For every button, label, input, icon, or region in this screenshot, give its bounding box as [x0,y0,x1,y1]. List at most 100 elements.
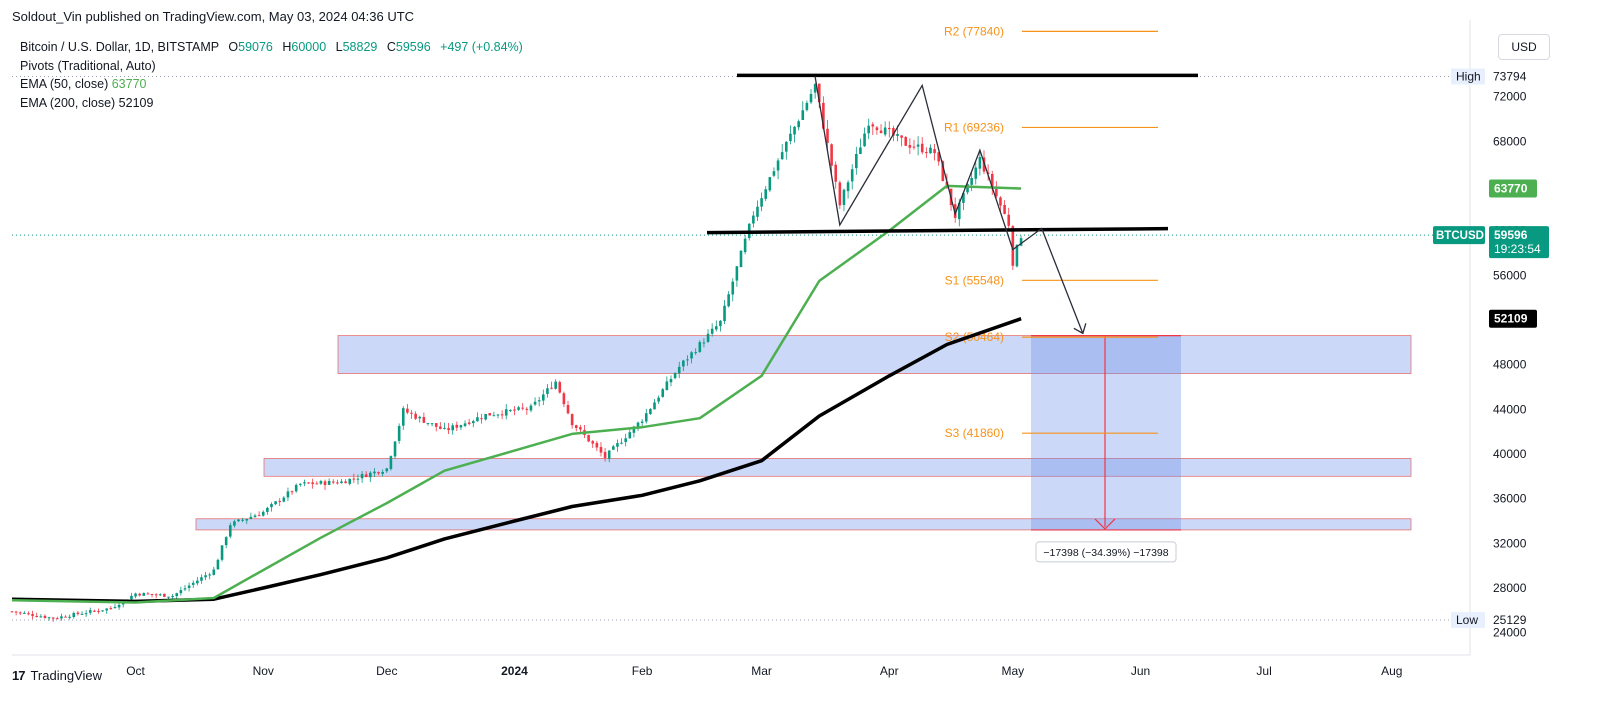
low-label-box [1451,612,1485,629]
x-tick-label: Mar [751,664,772,678]
candle-body [216,559,220,570]
currency-button[interactable]: USD [1498,34,1550,60]
high-label-box [1451,68,1485,85]
candle-body [739,250,743,268]
candle-body [356,478,360,480]
candle-body [18,612,22,614]
candle-body [364,474,368,478]
candle-body [352,478,356,480]
candle-body [105,608,109,611]
btcusd-price-tag-countdown: 19:23:54 [1494,242,1541,256]
candle-body [484,413,487,420]
candle-body [698,342,702,352]
candle-body [607,450,611,459]
symbol-tag-box [1433,226,1485,245]
candle-body [463,423,467,426]
candle-body [566,404,570,414]
ema200-label: EMA (200, close) [20,95,116,110]
candle-body [756,206,759,217]
candle-body [817,83,821,103]
candle-body [278,500,282,502]
candle-body [270,504,273,508]
pivot-label: S1 (55548) [945,273,1004,287]
ema50-price-tag-value: 63770 [1494,182,1528,196]
candle-body [319,481,323,484]
candle-body [731,281,735,295]
candle-body [360,474,364,479]
pattern-path [814,76,1084,334]
x-tick-label: Nov [253,664,274,678]
candle-body [455,424,459,428]
x-tick-label: Apr [880,664,899,678]
ema50-indicator[interactable]: EMA (50, close) 63770 [20,75,523,94]
y-tick-label: 44000 [1493,402,1527,416]
candle-body [513,409,516,411]
candle-body [591,441,595,444]
candle-body [47,617,51,619]
candle-body [925,152,928,154]
candle-body [154,594,158,596]
pivots-indicator-label[interactable]: Pivots (Traditional, Auto) [20,58,156,73]
candle-body [809,93,813,103]
candle-body [554,381,557,389]
candle-body [175,593,179,597]
candle-body [414,413,417,419]
candle-body [999,197,1002,206]
candle-body [35,615,39,617]
y-tick-label: 48000 [1493,358,1527,372]
candle-body [657,397,660,402]
candle-body [311,482,314,485]
candle-body [220,545,224,560]
x-tick-label: 2024 [501,664,528,678]
candle-body [480,418,483,420]
candle-body [233,521,236,526]
candle-body [327,480,331,485]
candle-body [253,515,257,518]
candle-body [204,575,207,578]
candle-body [348,478,352,484]
y-tick-label: 24000 [1493,626,1527,640]
x-tick-label: Jul [1256,664,1271,678]
candle-body [266,507,269,512]
support-zone [337,335,1412,374]
ohlc-open: O59076 [228,40,273,54]
high-marker-value: 73794 [1493,70,1527,84]
candle-body [871,124,875,127]
candle-body [764,189,768,199]
footer-brand[interactable]: 17 TradingView [12,668,102,683]
candle-body [212,569,216,575]
candle-body [146,593,150,595]
candle-body [113,606,117,608]
candle-body [471,421,475,424]
candle-body [418,416,422,419]
candle-body [290,491,294,493]
candle-body [31,614,34,616]
candle-body [727,294,730,307]
candle-body [509,410,512,412]
y-tick-label: 72000 [1493,90,1527,104]
candle-body [686,359,689,361]
measure-arrowhead [1094,518,1116,530]
pivot-label: R1 (69236) [944,120,1004,134]
candle-body [822,102,825,129]
candle-body [97,610,100,612]
candle-body [669,379,673,383]
candle-body [710,328,714,334]
candle-body [1019,238,1023,246]
footer-brand-label: TradingView [30,668,103,683]
candle-body [434,423,438,427]
candle-body [574,425,578,429]
candle-body [875,127,879,131]
candle-body [640,421,644,423]
symbol-row[interactable]: Bitcoin / U.S. Dollar, 1D, BITSTAMP O590… [20,38,523,57]
candle-body [150,593,154,595]
candle-body [299,483,302,485]
candle-body [93,610,96,612]
candle-body [838,182,842,206]
candle-body [344,481,347,484]
candle-body [805,102,809,111]
y-tick-label: 40000 [1493,447,1527,461]
ema200-indicator[interactable]: EMA (200, close) 52109 [20,94,523,113]
tradingview-logo-icon: 17 [12,668,26,683]
